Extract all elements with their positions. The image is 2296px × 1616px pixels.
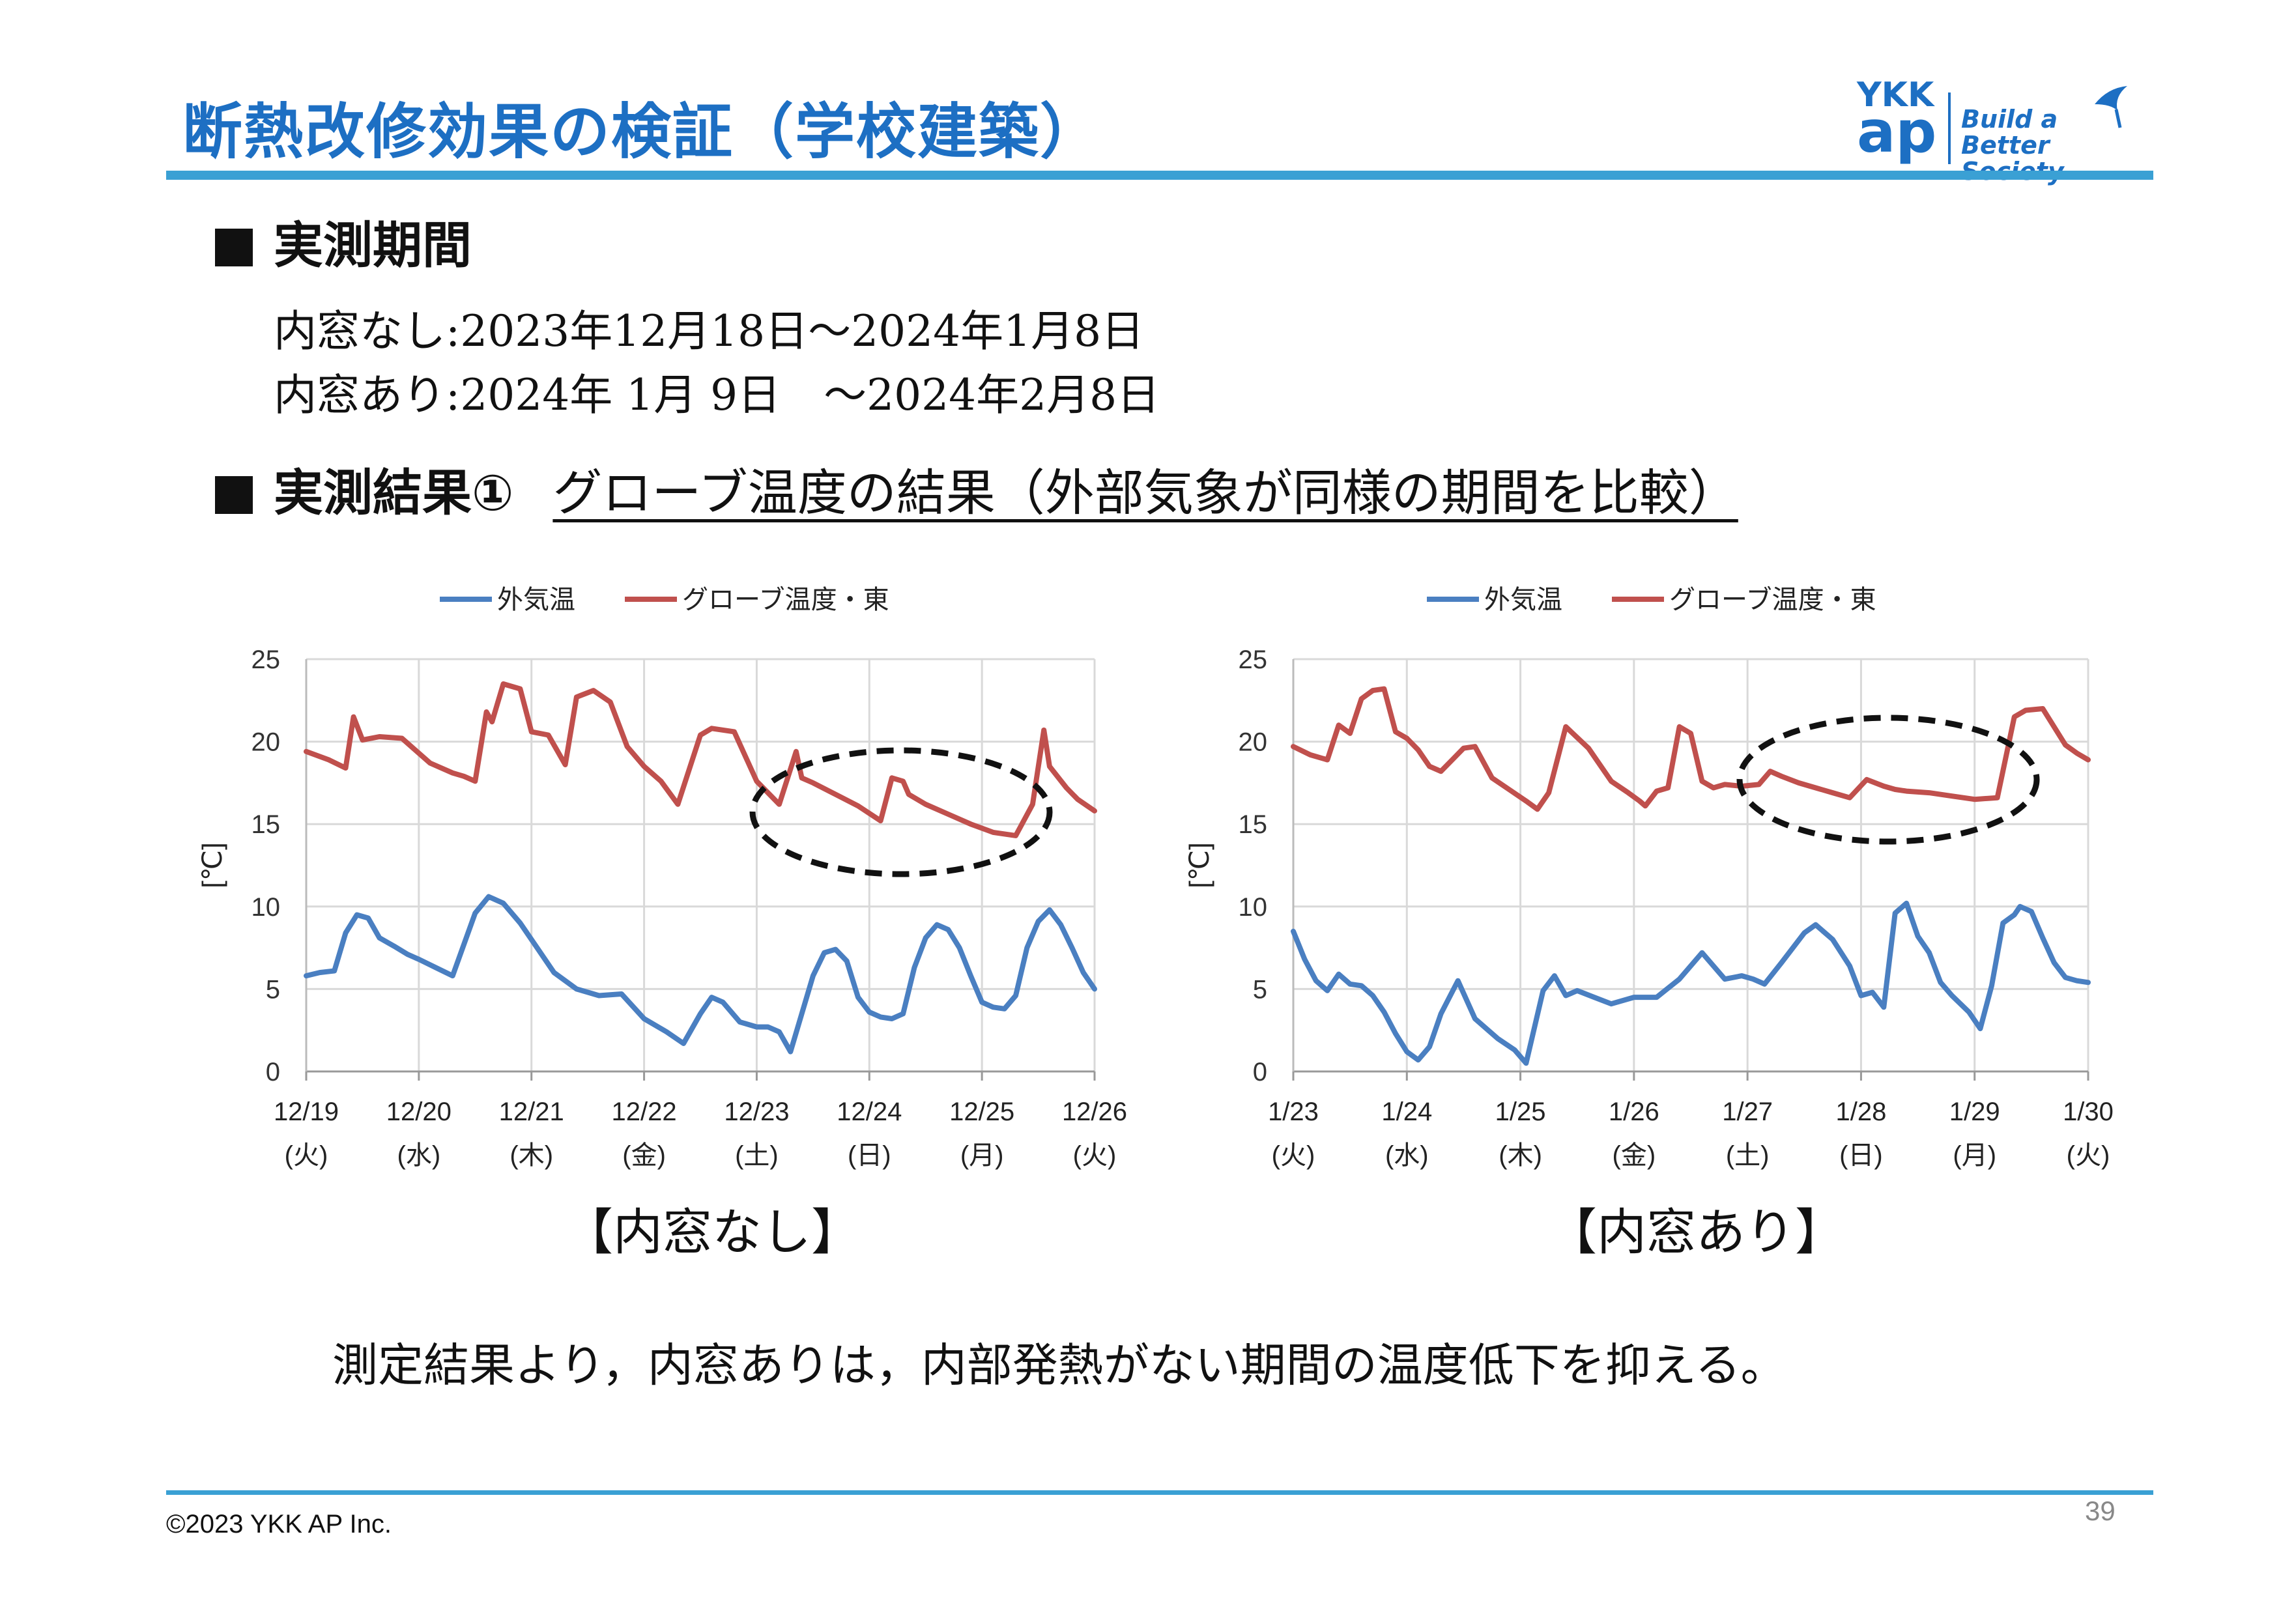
logo-mark-top: YKK [1857, 76, 1934, 115]
y-tick-label: 5 [1253, 975, 1267, 1004]
y-axis-label: [℃] [1184, 842, 1214, 888]
x-tick-weekday: (月) [960, 1141, 1004, 1170]
x-tick-weekday: (水) [1385, 1141, 1429, 1170]
series-line-outdoor-temp [1291, 900, 2091, 1066]
y-tick-label: 20 [251, 728, 281, 757]
x-tick-label: 12/23 [724, 1098, 789, 1126]
x-tick-label: 12/26 [1062, 1098, 1127, 1126]
period-with-window: 内窓あり:2024年 1月 9日 ～2024年2月8日 [274, 370, 1160, 420]
bullet-square [215, 476, 253, 514]
x-tick-weekday: (火) [2067, 1141, 2110, 1170]
bird-icon [2095, 86, 2127, 128]
x-tick-weekday: (水) [397, 1141, 441, 1170]
logo-tagline: Build a Better Society [1961, 105, 2137, 185]
x-tick-weekday: (金) [1613, 1141, 1656, 1170]
copyright: ©2023 YKK AP Inc. [166, 1510, 392, 1538]
annotation-ellipse [749, 747, 1053, 877]
x-tick-label: 1/26 [1609, 1098, 1659, 1126]
x-tick-label: 1/25 [1495, 1098, 1546, 1126]
x-tick-weekday: (日) [848, 1141, 891, 1170]
slide-title: 断熱改修効果の検証（学校建築） [182, 97, 1102, 167]
section-heading-period-text: 実測期間 [274, 216, 472, 274]
x-tick-label: 1/24 [1381, 1098, 1432, 1126]
y-tick-label: 25 [1239, 645, 1268, 674]
x-tick-label: 1/23 [1268, 1098, 1319, 1126]
y-tick-label: 0 [1253, 1058, 1267, 1086]
logo-tagline-2: Better Society [1961, 130, 2064, 184]
x-tick-label: 12/25 [949, 1098, 1014, 1126]
y-tick-label: 15 [1239, 810, 1268, 839]
logo-mark: YKK ap [1857, 76, 1937, 165]
x-tick-weekday: (火) [1272, 1141, 1315, 1170]
logo-mark-bottom: ap [1857, 98, 1937, 165]
chart-with-inner-window: 0 5 10 15 20 25 1/23 (火) 1/24 (水) 1/25 (木) 1/26 (金) 1/… [1184, 586, 2114, 1170]
logo-divider [1948, 92, 1951, 164]
x-tick-label: 1/29 [1949, 1098, 2000, 1126]
bullet-square [215, 229, 253, 266]
x-tick-weekday: (木) [509, 1141, 553, 1170]
y-tick-label: 0 [266, 1058, 280, 1086]
section-heading-results: 実測結果① グローブ温度の結果（外部気象が同様の期間を比較） [215, 453, 1738, 524]
x-tick-weekday: (日) [1839, 1141, 1883, 1170]
legend-label: 外気温 [497, 586, 575, 614]
y-tick-label: 5 [266, 975, 280, 1004]
chart-without-inner-window: 0 5 10 15 20 25 12/19 (火) 12/20 (水) 12/21 (木) 12/22 (… [197, 586, 1127, 1170]
annotation-ellipse [1736, 715, 2040, 845]
title-rule [166, 171, 2153, 180]
x-tick-weekday: (火) [285, 1141, 328, 1170]
y-tick-label: 25 [251, 645, 281, 674]
series-line-globe-temp [1291, 686, 2091, 812]
x-tick-weekday: (土) [1726, 1141, 1770, 1170]
x-tick-weekday: (火) [1073, 1141, 1117, 1170]
brand-logo: YKK ap Build a Better Society [1857, 76, 2137, 184]
footer-rule [166, 1490, 2153, 1495]
x-tick-label: 1/30 [2063, 1098, 2114, 1126]
series-line-globe-temp [304, 681, 1097, 838]
y-tick-label: 10 [251, 893, 281, 922]
legend-label: 外気温 [1484, 586, 1562, 614]
section-heading-results-text: 実測結果① [274, 464, 514, 522]
x-tick-label: 12/20 [386, 1098, 452, 1126]
logo-tagline-1: Build a [1961, 105, 2058, 134]
caption-without-inner-window: 【内窓なし】 [564, 1203, 861, 1261]
x-tick-label: 12/22 [612, 1098, 677, 1126]
x-tick-label: 12/24 [837, 1098, 902, 1126]
x-tick-weekday: (木) [1499, 1141, 1542, 1170]
section-subheading-results: グローブ温度の結果（外部気象が同様の期間を比較） [552, 464, 1738, 522]
y-tick-label: 20 [1239, 728, 1268, 757]
x-tick-label: 12/21 [499, 1098, 564, 1126]
caption-with-inner-window: 【内窓あり】 [1547, 1203, 1844, 1261]
x-tick-label: 1/28 [1835, 1098, 1886, 1126]
x-tick-weekday: (月) [1953, 1141, 1996, 1170]
x-tick-label: 1/27 [1722, 1098, 1773, 1126]
x-tick-label: 12/19 [274, 1098, 339, 1126]
y-tick-label: 10 [1239, 893, 1268, 922]
conclusion-text: 測定結果より，内窓ありは，内部発熱がない期間の温度低下を抑える。 [332, 1339, 1787, 1392]
period-without-window: 内窓なし:2023年12月18日～2024年1月8日 [274, 306, 1145, 356]
x-tick-weekday: (土) [735, 1141, 779, 1170]
y-axis-label: [℃] [197, 842, 227, 888]
series-line-outdoor-temp [304, 894, 1097, 1055]
legend-label: グローブ温度・東 [682, 586, 889, 614]
legend-label: グローブ温度・東 [1669, 586, 1876, 614]
section-heading-period: 実測期間 [215, 205, 472, 277]
page-number: 39 [2085, 1496, 2116, 1526]
x-tick-weekday: (金) [622, 1141, 666, 1170]
y-tick-label: 15 [251, 810, 281, 839]
